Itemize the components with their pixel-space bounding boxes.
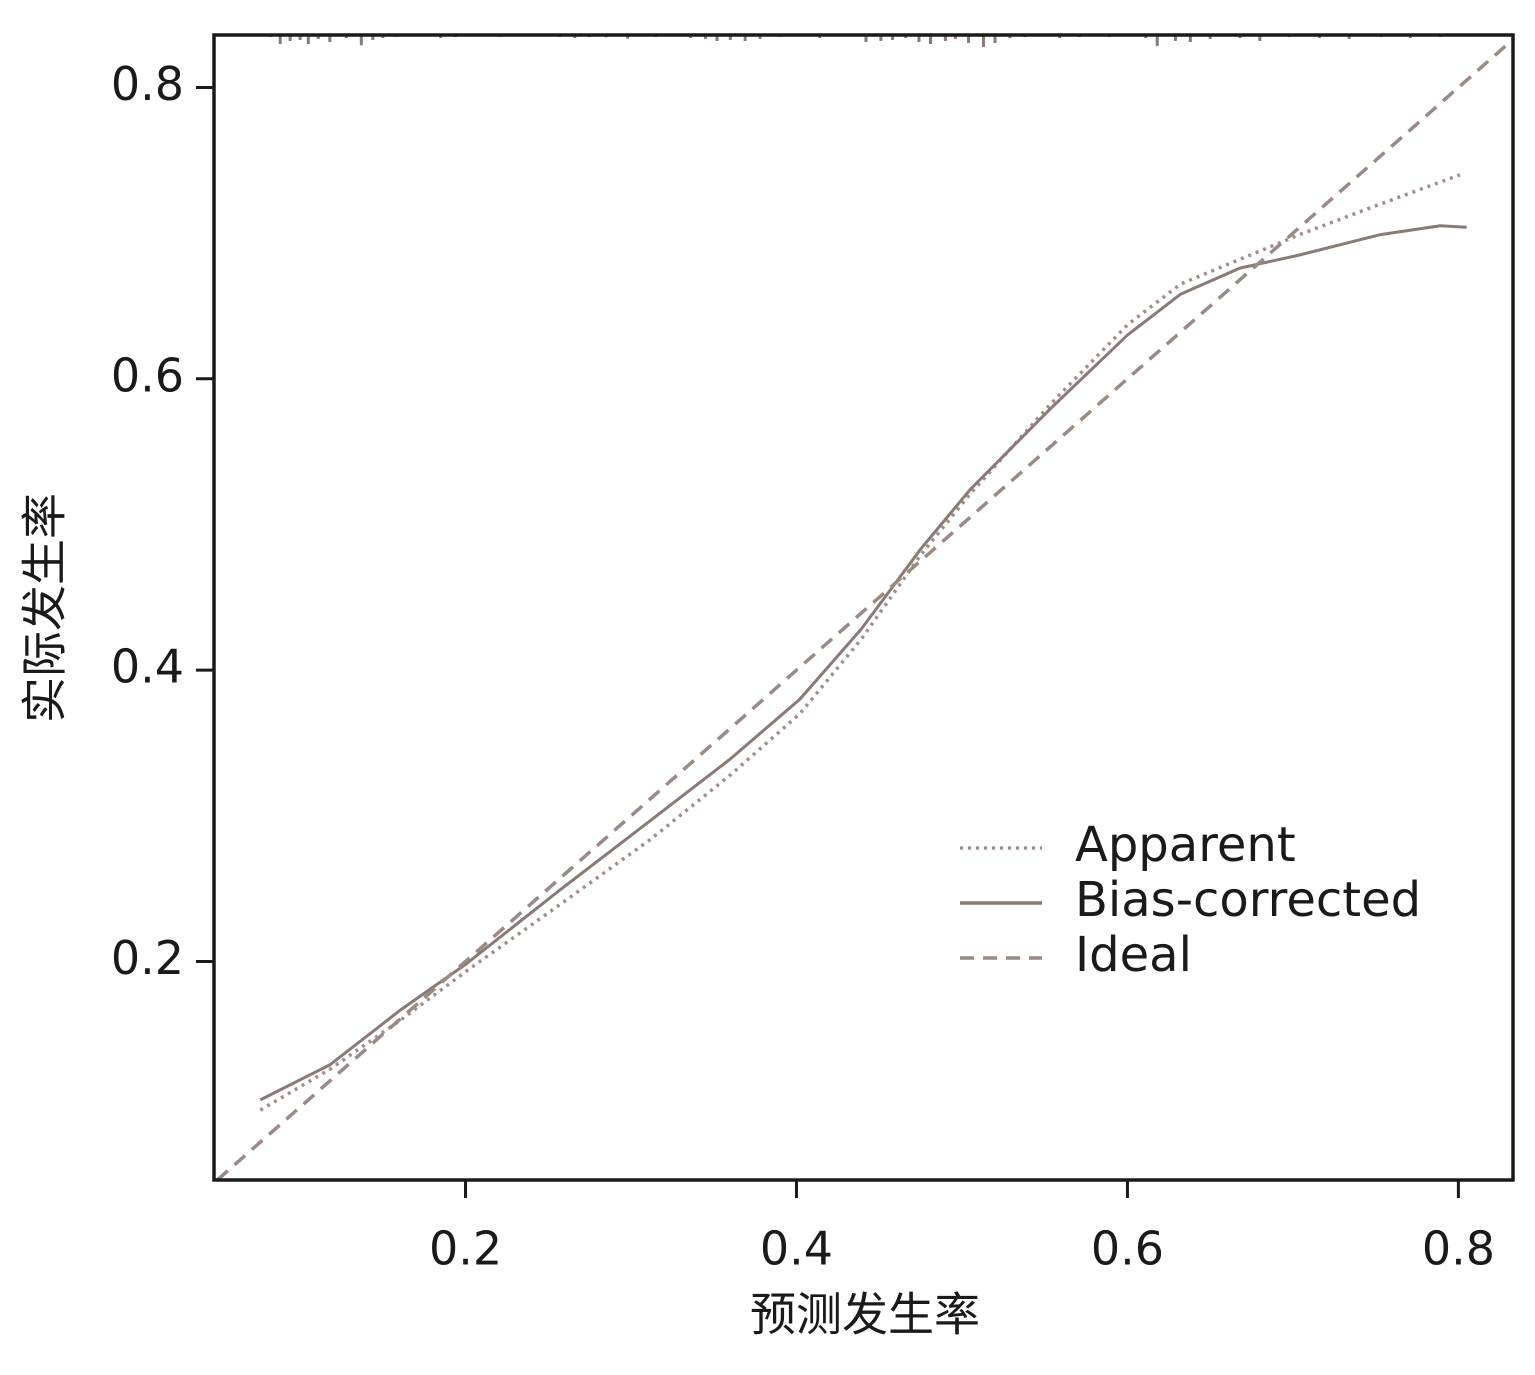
- y-tick-label: 0.8: [111, 57, 184, 111]
- y-tick-label: 0.6: [111, 348, 184, 402]
- series-line: [259, 224, 1467, 1102]
- plot-frame: [212, 33, 1515, 1182]
- series-line: [216, 38, 1515, 1182]
- legend-label: Bias-corrected: [1075, 872, 1421, 928]
- y-tick-label: 0.2: [111, 931, 184, 985]
- legend-label: Ideal: [1075, 927, 1192, 983]
- legend-label: Apparent: [1075, 817, 1296, 873]
- series-line: [259, 173, 1461, 1112]
- x-axis-title: 预测发生率: [750, 1288, 980, 1342]
- x-tick-label: 0.8: [1422, 1222, 1495, 1276]
- x-tick-label: 0.2: [429, 1222, 502, 1276]
- y-tick-label: 0.4: [111, 640, 184, 694]
- y-axis-title: 实际发生率: [18, 493, 72, 723]
- x-tick-label: 0.4: [760, 1222, 833, 1276]
- x-tick-label: 0.6: [1091, 1222, 1164, 1276]
